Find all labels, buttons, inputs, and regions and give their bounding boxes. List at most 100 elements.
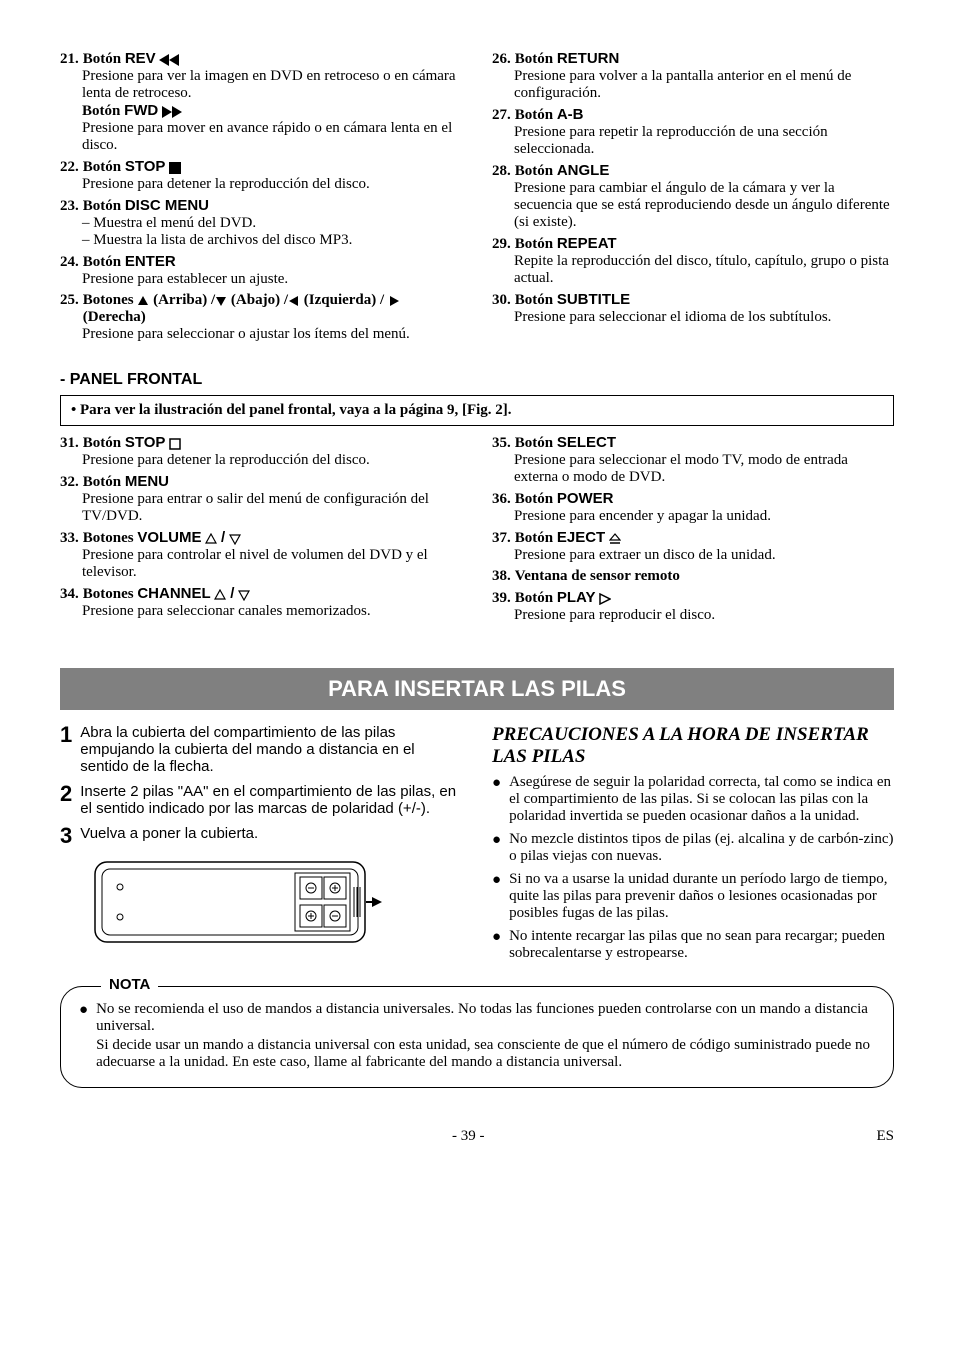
precaution-bullet: ● Si no va a usarse la unidad durante un … xyxy=(492,871,894,922)
item-number: 23. xyxy=(60,198,79,215)
item-number: 39. xyxy=(492,590,511,607)
item-label: Botón POWER xyxy=(515,490,614,508)
step-text: Vuelva a poner la cubierta. xyxy=(80,825,462,842)
remote-diagram xyxy=(90,857,462,952)
step-number: 2 xyxy=(60,783,72,805)
nota-bullet: ● No se recomienda el uso de mandos a dis… xyxy=(79,1001,875,1071)
item-description: Presione para detener la reproducción de… xyxy=(82,176,462,193)
buttons-section-1: 21.Botón REV Presione para ver la imagen… xyxy=(60,50,894,347)
step-text: Abra la cubierta del compartimiento de l… xyxy=(80,724,462,775)
nota-box: NOTA ●No se recomienda el uso de mandos … xyxy=(60,986,894,1088)
item-number: 32. xyxy=(60,474,79,491)
item-description: Presione para detener la reproducción de… xyxy=(82,452,462,469)
button-item: 34.Botones CHANNEL / Presione para selec… xyxy=(60,585,462,620)
item-description: Presione para seleccionar el idioma de l… xyxy=(514,309,894,326)
item-label: Botón MENU xyxy=(83,473,169,491)
button-item: 35.Botón SELECTPresione para seleccionar… xyxy=(492,434,894,486)
footer: - 39 - ES xyxy=(60,1128,894,1145)
item-label: Botón ANGLE xyxy=(515,162,610,180)
sub-label: Botón FWD xyxy=(82,102,462,120)
button-item: 39.Botón PLAY Presione para reproducir e… xyxy=(492,589,894,624)
top-left-column: 21.Botón REV Presione para ver la imagen… xyxy=(60,50,462,347)
item-description: Presione para extraer un disco de la uni… xyxy=(514,547,894,564)
item-number: 28. xyxy=(492,163,511,180)
item-number: 31. xyxy=(60,435,79,452)
item-number: 37. xyxy=(492,530,511,547)
precaution-text: Si no va a usarse la unidad durante un p… xyxy=(509,871,894,922)
item-description: Presione para establecer un ajuste. xyxy=(82,271,462,288)
item-label: Botón STOP xyxy=(83,434,181,452)
item-number: 22. xyxy=(60,159,79,176)
button-item: 21.Botón REV Presione para ver la imagen… xyxy=(60,50,462,154)
item-label: Botón RETURN xyxy=(515,50,620,68)
mid-right-column: 35.Botón SELECTPresione para seleccionar… xyxy=(492,434,894,628)
button-item: 36.Botón POWERPresione para encender y a… xyxy=(492,490,894,525)
item-description: Presione para seleccionar canales memori… xyxy=(82,603,462,620)
item-label: Botones CHANNEL / xyxy=(83,585,250,603)
item-label: Botón SUBTITLE xyxy=(515,291,630,309)
precaution-bullet: ●No mezcle distintos tipos de pilas (ej.… xyxy=(492,831,894,865)
precautions-column: PRECAUCIONES A LA HORA DE INSERTAR LAS P… xyxy=(492,724,894,968)
mid-left-column: 31.Botón STOP Presione para detener la r… xyxy=(60,434,462,628)
bullet-icon: ● xyxy=(492,774,501,794)
button-item: 23.Botón DISC MENU– Muestra el menú del … xyxy=(60,197,462,249)
step-row: 3 Vuelva a poner la cubierta. xyxy=(60,825,462,847)
item-description: Presione para controlar el nivel de volu… xyxy=(82,547,462,581)
step-row: 1Abra la cubierta del compartimiento de … xyxy=(60,724,462,775)
reference-box: • Para ver la ilustración del panel fron… xyxy=(60,395,894,426)
steps-column: 1Abra la cubierta del compartimiento de … xyxy=(60,724,462,968)
button-item: 31.Botón STOP Presione para detener la r… xyxy=(60,434,462,469)
item-label: Botones VOLUME / xyxy=(83,529,241,547)
bullet-icon: ● xyxy=(492,871,501,891)
precaution-bullet: ● Asegúrese de seguir la polaridad correc… xyxy=(492,774,894,825)
item-label: Botón ENTER xyxy=(83,253,176,271)
bullet-icon: ● xyxy=(79,1001,88,1021)
item-label: Botón REPEAT xyxy=(515,235,617,253)
button-item: 26.Botón RETURNPresione para volver a la… xyxy=(492,50,894,102)
item-label: Botón SELECT xyxy=(515,434,616,452)
item-label: Botón STOP xyxy=(83,158,181,176)
button-item: 37.Botón EJECT Presione para extraer un … xyxy=(492,529,894,564)
precaution-bullet: ● No intente recargar las pilas que no se… xyxy=(492,928,894,962)
item-description: Presione para encender y apagar la unida… xyxy=(514,508,894,525)
item-number: 30. xyxy=(492,292,511,309)
precaution-text: No intente recargar las pilas que no sea… xyxy=(509,928,894,962)
panel-frontal-heading: - PANEL FRONTAL xyxy=(60,371,894,389)
item-number: 35. xyxy=(492,435,511,452)
page-number: - 39 - xyxy=(452,1128,485,1145)
item-label: Botón EJECT xyxy=(515,529,621,547)
button-item: 24.Botón ENTERPresione para establecer u… xyxy=(60,253,462,288)
button-item: 29.Botón REPEATRepite la reproducción de… xyxy=(492,235,894,287)
lang-code: ES xyxy=(876,1128,894,1145)
batteries-section: 1Abra la cubierta del compartimiento de … xyxy=(60,724,894,968)
nota-label: NOTA xyxy=(101,976,158,993)
item-description: Presione para cambiar el ángulo de la cá… xyxy=(514,180,894,231)
item-number: 34. xyxy=(60,586,79,603)
item-number: 26. xyxy=(492,51,511,68)
top-right-column: 26.Botón RETURNPresione para volver a la… xyxy=(492,50,894,347)
step-row: 2Inserte 2 pilas "AA" en el compartimien… xyxy=(60,783,462,817)
item-label: Botón A-B xyxy=(515,106,584,124)
item-description: – Muestra la lista de archivos del disco… xyxy=(82,232,462,249)
item-number: 29. xyxy=(492,236,511,253)
item-label: Botón DISC MENU xyxy=(83,197,209,215)
step-number: 3 xyxy=(60,825,72,847)
item-label: Botones (Arriba) / (Abajo) / (Izquierda)… xyxy=(83,292,462,326)
button-item: 27.Botón A-BPresione para repetir la rep… xyxy=(492,106,894,158)
item-label: Ventana de sensor remoto xyxy=(515,568,680,585)
item-description: Presione para seleccionar el modo TV, mo… xyxy=(514,452,894,486)
button-item: 28.Botón ANGLEPresione para cambiar el á… xyxy=(492,162,894,231)
item-number: 27. xyxy=(492,107,511,124)
button-item: 38.Ventana de sensor remoto xyxy=(492,568,894,585)
banner-heading: PARA INSERTAR LAS PILAS xyxy=(60,668,894,710)
nota-text: No se recomienda el uso de mandos a dist… xyxy=(96,1001,875,1071)
bullet-icon: ● xyxy=(492,928,501,948)
button-item: 32.Botón MENUPresione para entrar o sali… xyxy=(60,473,462,525)
item-number: 24. xyxy=(60,254,79,271)
button-item: 30.Botón SUBTITLEPresione para seleccion… xyxy=(492,291,894,326)
precaution-text: Asegúrese de seguir la polaridad correct… xyxy=(509,774,894,825)
item-description: Repite la reproducción del disco, título… xyxy=(514,253,894,287)
item-description: – Muestra el menú del DVD. xyxy=(82,215,462,232)
precaution-text: No mezcle distintos tipos de pilas (ej. … xyxy=(509,831,894,865)
item-number: 21. xyxy=(60,51,79,68)
